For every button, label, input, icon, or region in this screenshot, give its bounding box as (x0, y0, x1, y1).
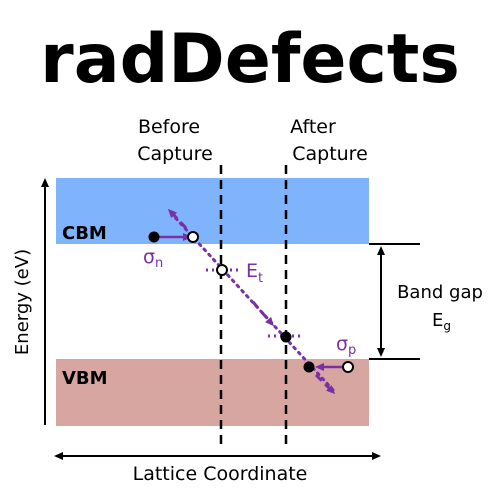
et-label: Et (246, 260, 263, 286)
electron-empty (187, 231, 199, 243)
before-capture-label-line2: Capture (137, 143, 213, 165)
sigma-n-subscript: n (155, 256, 163, 271)
hole-path-arrow (314, 373, 336, 395)
trap-state-filled (280, 331, 292, 343)
eg-main: E (432, 310, 443, 331)
page-title: radDefects (40, 20, 460, 99)
sigma-p-main: σ (336, 333, 348, 355)
before-capture-label-line1: Before (138, 116, 200, 138)
trap-trajectory-dotted (169, 211, 335, 392)
trap-path-arrow (251, 301, 274, 327)
et-main: E (246, 260, 258, 282)
sigma-p-label: σp (336, 333, 356, 358)
after-capture-label-line1: After (290, 116, 336, 138)
eg-label: Eg (432, 310, 451, 333)
vbm-label: VBM (62, 368, 108, 389)
after-capture-label-line2: Capture (292, 143, 368, 165)
sigma-p-subscript: p (348, 343, 356, 358)
hole-empty (342, 361, 354, 373)
band-gap-label: Band gap (397, 282, 483, 303)
eg-subscript: g (443, 319, 451, 333)
y-axis-label: Energy (eV) (12, 249, 33, 355)
x-axis-label: Lattice Coordinate (133, 463, 308, 485)
electron-filled (148, 231, 160, 243)
trap-state-empty (216, 264, 228, 276)
electron-path-arrow (167, 208, 188, 230)
cbm-label: CBM (62, 223, 107, 244)
sigma-n-main: σ (143, 246, 155, 268)
et-subscript: t (258, 271, 263, 286)
sigma-n-label: σn (143, 246, 163, 271)
hole-filled (303, 361, 315, 373)
conduction-band (56, 178, 369, 244)
